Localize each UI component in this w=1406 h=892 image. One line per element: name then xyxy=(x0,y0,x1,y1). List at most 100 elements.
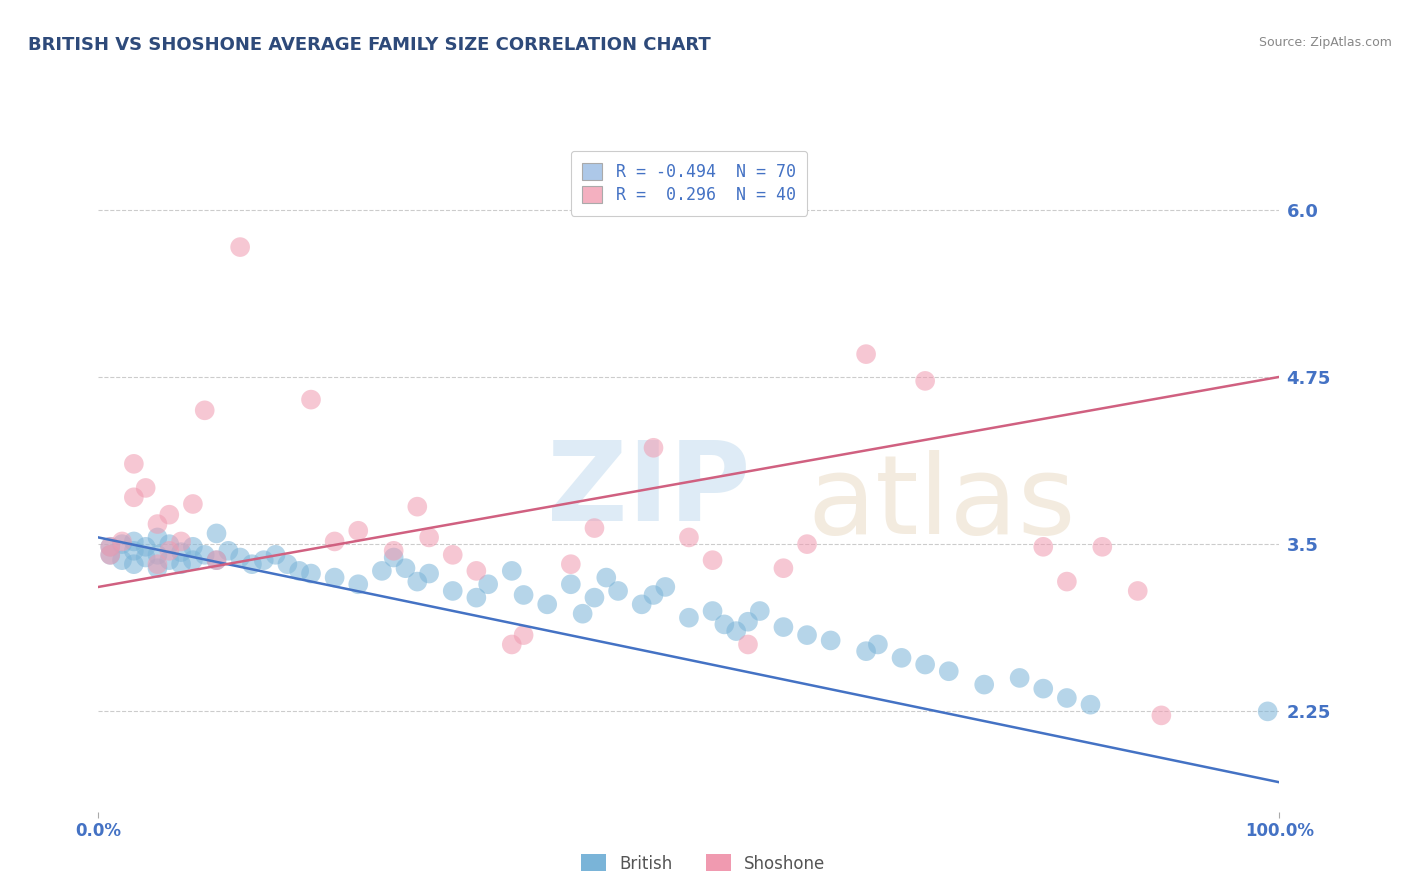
Point xyxy=(654,580,676,594)
Point xyxy=(1008,671,1031,685)
Point xyxy=(146,548,169,562)
Point xyxy=(135,481,157,495)
Point xyxy=(441,548,464,562)
Point xyxy=(229,240,252,254)
Point xyxy=(170,545,193,559)
Point xyxy=(571,607,593,621)
Point xyxy=(418,566,440,581)
Point xyxy=(194,403,217,417)
Point xyxy=(630,598,652,612)
Point xyxy=(560,577,582,591)
Point xyxy=(157,543,180,558)
Point xyxy=(347,577,370,591)
Point xyxy=(205,553,228,567)
Point xyxy=(98,548,121,562)
Point xyxy=(796,537,818,551)
Point xyxy=(1032,681,1054,696)
Point xyxy=(406,500,429,514)
Point xyxy=(122,534,145,549)
Point xyxy=(146,561,169,575)
Point xyxy=(465,564,488,578)
Point xyxy=(240,557,263,571)
Text: BRITISH VS SHOSHONE AVERAGE FAMILY SIZE CORRELATION CHART: BRITISH VS SHOSHONE AVERAGE FAMILY SIZE … xyxy=(28,36,711,54)
Point xyxy=(111,534,134,549)
Point xyxy=(264,548,287,562)
Point xyxy=(146,517,169,532)
Point xyxy=(122,543,145,558)
Point xyxy=(1257,705,1279,719)
Point xyxy=(217,543,239,558)
Point xyxy=(205,526,228,541)
Point xyxy=(890,651,912,665)
Point xyxy=(276,557,298,571)
Point xyxy=(820,633,842,648)
Point xyxy=(914,374,936,388)
Point xyxy=(146,557,169,571)
Point xyxy=(122,490,145,504)
Point xyxy=(973,678,995,692)
Point xyxy=(253,553,276,567)
Point xyxy=(135,540,157,554)
Point xyxy=(146,530,169,544)
Point xyxy=(678,610,700,624)
Point xyxy=(441,583,464,598)
Point xyxy=(181,553,204,567)
Point xyxy=(1032,540,1054,554)
Point xyxy=(560,557,582,571)
Legend: British, Shoshone: British, Shoshone xyxy=(574,847,832,880)
Point xyxy=(170,557,193,571)
Point xyxy=(157,553,180,567)
Point xyxy=(583,591,606,605)
Point xyxy=(122,557,145,571)
Point xyxy=(1080,698,1102,712)
Point xyxy=(725,624,748,639)
Point xyxy=(702,604,724,618)
Point xyxy=(111,553,134,567)
Text: atlas: atlas xyxy=(807,450,1076,558)
Point xyxy=(536,598,558,612)
Point xyxy=(1056,574,1078,589)
Point xyxy=(406,574,429,589)
Point xyxy=(371,564,394,578)
Point xyxy=(194,548,217,562)
Point xyxy=(866,637,889,651)
Point xyxy=(98,548,121,562)
Point xyxy=(111,537,134,551)
Point xyxy=(122,457,145,471)
Point xyxy=(229,550,252,565)
Point xyxy=(394,561,416,575)
Point xyxy=(181,540,204,554)
Point xyxy=(748,604,770,618)
Point xyxy=(1056,690,1078,705)
Point xyxy=(737,637,759,651)
Point xyxy=(914,657,936,672)
Point xyxy=(181,497,204,511)
Point xyxy=(1091,540,1114,554)
Point xyxy=(157,508,180,522)
Text: Source: ZipAtlas.com: Source: ZipAtlas.com xyxy=(1258,36,1392,49)
Point xyxy=(477,577,499,591)
Point xyxy=(323,571,346,585)
Point xyxy=(772,561,794,575)
Point xyxy=(1126,583,1149,598)
Point xyxy=(288,564,311,578)
Point xyxy=(678,530,700,544)
Point xyxy=(382,543,405,558)
Point xyxy=(98,540,121,554)
Point xyxy=(595,571,617,585)
Point xyxy=(512,628,534,642)
Point xyxy=(512,588,534,602)
Legend: R = -0.494  N = 70, R =  0.296  N = 40: R = -0.494 N = 70, R = 0.296 N = 40 xyxy=(571,151,807,216)
Point xyxy=(713,617,735,632)
Point xyxy=(98,540,121,554)
Point xyxy=(643,588,665,602)
Point xyxy=(501,564,523,578)
Point xyxy=(501,637,523,651)
Point xyxy=(205,553,228,567)
Point xyxy=(702,553,724,567)
Text: ZIP: ZIP xyxy=(547,437,751,544)
Point xyxy=(772,620,794,634)
Point xyxy=(347,524,370,538)
Point xyxy=(796,628,818,642)
Point xyxy=(938,664,960,679)
